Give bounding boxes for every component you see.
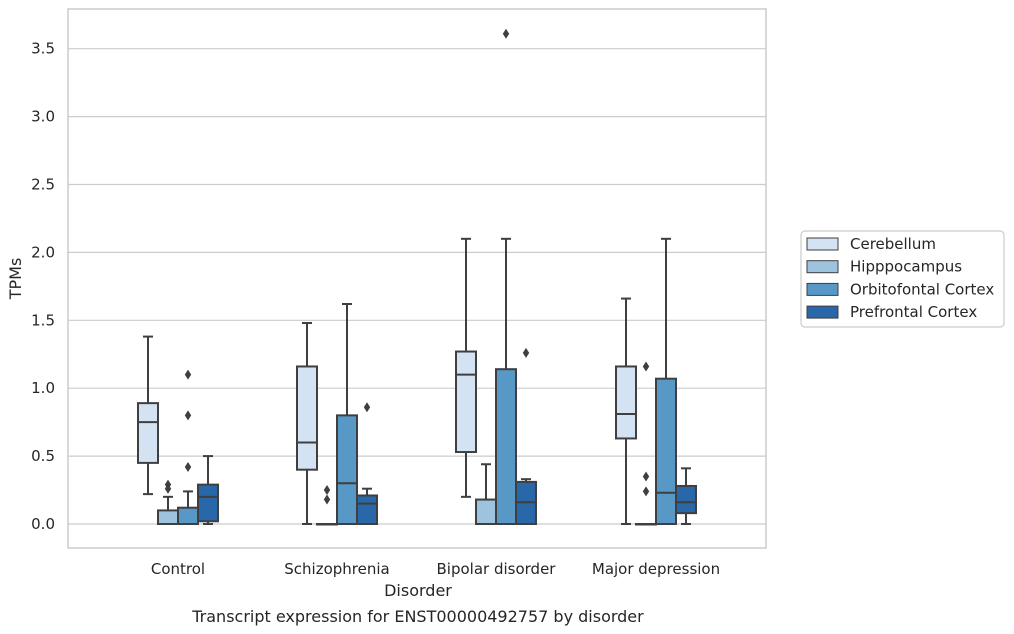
y-tick-label: 0.0 bbox=[31, 515, 55, 533]
box-body bbox=[336, 414, 358, 525]
y-tick-label: 2.5 bbox=[31, 176, 55, 194]
outlier-point bbox=[184, 410, 192, 421]
outlier-point bbox=[323, 485, 331, 496]
legend-swatch bbox=[806, 237, 839, 251]
legend: Cerebellum Hipppocampus Orbitofontal Corte… bbox=[800, 230, 1005, 328]
y-tick-label: 1.5 bbox=[31, 311, 55, 329]
chart-caption: Transcript expression for ENST0000049275… bbox=[191, 607, 644, 626]
legend-swatch bbox=[806, 260, 839, 274]
box-cerebellum bbox=[455, 237, 477, 498]
box-prefrontal-cortex bbox=[197, 455, 219, 525]
box-cerebellum bbox=[296, 322, 318, 525]
y-tick-label: 3.5 bbox=[31, 40, 55, 58]
box-cerebellum bbox=[615, 297, 637, 525]
box-body bbox=[137, 402, 159, 464]
x-tick-label: Major depression bbox=[592, 560, 720, 578]
outlier-point bbox=[502, 28, 510, 39]
box-body bbox=[495, 368, 517, 525]
grid-lines bbox=[68, 48, 766, 525]
box-orbitofontal-cortex bbox=[336, 303, 358, 525]
box-cerebellum bbox=[137, 335, 159, 496]
legend-label: Orbitofontal Cortex bbox=[850, 280, 994, 298]
y-axis-ticks: 0.0 0.5 1.0 1.5 2.0 2.5 3.0 3.5 bbox=[31, 40, 55, 533]
x-tick-label: Bipolar disorder bbox=[437, 560, 557, 578]
box-series bbox=[137, 28, 697, 526]
outlier-point bbox=[642, 486, 650, 497]
outlier-point bbox=[323, 494, 331, 505]
outlier-point bbox=[363, 402, 371, 413]
box-body bbox=[296, 365, 318, 471]
box-body bbox=[455, 350, 477, 454]
box-prefrontal-cortex bbox=[356, 402, 378, 525]
box-hipppocampus bbox=[316, 485, 338, 526]
box-hipppocampus bbox=[635, 361, 657, 526]
legend-frame bbox=[800, 230, 1005, 328]
box-body bbox=[197, 483, 219, 523]
x-axis-label: Disorder bbox=[384, 581, 452, 600]
box-body bbox=[356, 494, 378, 525]
box-body bbox=[157, 509, 179, 526]
legend-label: Prefrontal Cortex bbox=[850, 303, 977, 321]
plot-frame bbox=[67, 8, 767, 549]
outlier-point bbox=[642, 361, 650, 372]
outlier-point bbox=[642, 471, 650, 482]
box-hipppocampus bbox=[157, 479, 179, 526]
box-hipppocampus bbox=[475, 463, 497, 525]
box-orbitofontal-cortex bbox=[655, 237, 677, 525]
box-body bbox=[675, 484, 697, 515]
outlier-point bbox=[184, 461, 192, 472]
box-orbitofontal-cortex bbox=[177, 369, 199, 526]
box-prefrontal-cortex bbox=[675, 467, 697, 525]
y-tick-label: 2.0 bbox=[31, 243, 55, 261]
legend-label: Cerebellum bbox=[850, 235, 936, 253]
legend-label: Hipppocampus bbox=[850, 258, 962, 276]
y-tick-label: 1.0 bbox=[31, 379, 55, 397]
legend-swatch bbox=[806, 305, 839, 319]
outlier-point bbox=[522, 347, 530, 358]
y-tick-label: 3.0 bbox=[31, 108, 55, 126]
box-body bbox=[177, 506, 199, 526]
x-axis-ticks: Control Schizophrenia Bipolar disorder Majo… bbox=[151, 560, 720, 578]
outlier-point bbox=[184, 369, 192, 380]
outlier-point bbox=[164, 479, 172, 490]
legend-swatch bbox=[806, 282, 839, 296]
box-body bbox=[615, 365, 637, 440]
x-tick-label: Schizophrenia bbox=[284, 560, 389, 578]
y-tick-label: 0.5 bbox=[31, 447, 55, 465]
box-prefrontal-cortex bbox=[515, 347, 537, 526]
x-tick-label: Control bbox=[151, 560, 205, 578]
box-body bbox=[475, 498, 497, 525]
box-orbitofontal-cortex bbox=[495, 28, 517, 525]
box-body bbox=[655, 377, 677, 525]
y-axis-label: TPMs bbox=[6, 258, 25, 301]
